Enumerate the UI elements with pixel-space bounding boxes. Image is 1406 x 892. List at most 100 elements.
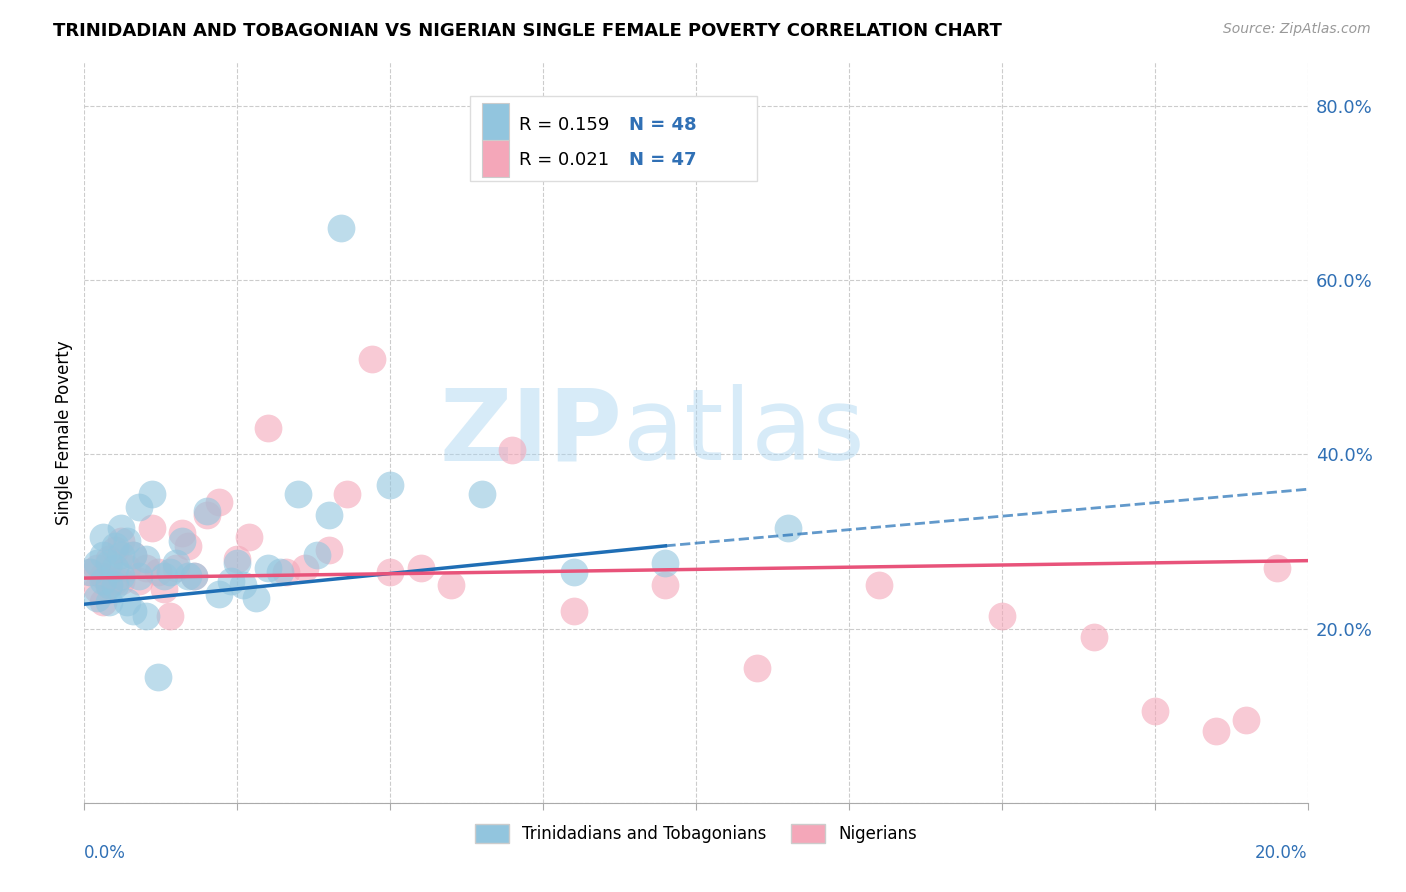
Point xyxy=(91,530,114,544)
Point xyxy=(654,556,676,570)
Point xyxy=(257,421,280,435)
Point xyxy=(747,661,769,675)
Point xyxy=(128,500,150,514)
Point xyxy=(104,539,127,553)
Text: R = 0.021: R = 0.021 xyxy=(519,152,609,169)
Point xyxy=(159,608,181,623)
Point xyxy=(1236,713,1258,727)
Point xyxy=(104,574,127,588)
Point xyxy=(115,534,138,549)
Point xyxy=(110,569,132,583)
Point xyxy=(318,508,340,523)
Point xyxy=(177,539,200,553)
Point xyxy=(141,521,163,535)
Text: N = 47: N = 47 xyxy=(628,152,696,169)
Point xyxy=(97,578,120,592)
Point xyxy=(1265,560,1288,574)
Point xyxy=(409,560,432,574)
Point xyxy=(159,565,181,579)
Text: 20.0%: 20.0% xyxy=(1256,844,1308,862)
Point xyxy=(1205,723,1227,738)
Point xyxy=(86,560,108,574)
Point xyxy=(91,569,114,583)
FancyBboxPatch shape xyxy=(470,95,758,181)
Point xyxy=(97,595,120,609)
Point xyxy=(110,548,132,562)
Point xyxy=(869,578,891,592)
Point xyxy=(330,221,353,235)
Point xyxy=(165,560,187,574)
Text: Source: ZipAtlas.com: Source: ZipAtlas.com xyxy=(1223,22,1371,37)
Point xyxy=(128,569,150,583)
Point xyxy=(471,486,494,500)
Point xyxy=(245,591,267,606)
Text: 0.0%: 0.0% xyxy=(84,844,127,862)
Point xyxy=(776,521,799,535)
Point xyxy=(294,560,316,574)
Point xyxy=(128,574,150,588)
Point xyxy=(440,578,463,592)
Point xyxy=(226,552,249,566)
Point xyxy=(1143,704,1166,718)
Point xyxy=(257,560,280,574)
Point xyxy=(238,530,260,544)
Point xyxy=(195,508,218,523)
Point xyxy=(122,548,145,562)
Point xyxy=(104,578,127,592)
Point xyxy=(115,595,138,609)
Point xyxy=(97,552,120,566)
Point xyxy=(79,565,101,579)
Point xyxy=(122,548,145,562)
Point xyxy=(135,608,157,623)
Point xyxy=(562,604,585,618)
Point xyxy=(360,351,382,366)
Point xyxy=(991,608,1014,623)
Point xyxy=(91,574,114,588)
Point xyxy=(318,543,340,558)
Point xyxy=(502,443,524,458)
Text: atlas: atlas xyxy=(623,384,865,481)
Text: N = 48: N = 48 xyxy=(628,117,696,135)
Point xyxy=(654,578,676,592)
Point xyxy=(122,604,145,618)
Point xyxy=(110,534,132,549)
Point xyxy=(219,574,242,588)
Point xyxy=(146,669,169,683)
Point xyxy=(135,560,157,574)
Point xyxy=(1083,630,1105,644)
FancyBboxPatch shape xyxy=(482,103,509,140)
Point xyxy=(86,556,108,570)
Point xyxy=(195,504,218,518)
Point xyxy=(146,565,169,579)
Point xyxy=(86,582,108,597)
Point xyxy=(336,486,359,500)
Point xyxy=(104,543,127,558)
Legend: Trinidadians and Tobagonians, Nigerians: Trinidadians and Tobagonians, Nigerians xyxy=(468,817,924,850)
Point xyxy=(97,556,120,570)
Point xyxy=(287,486,309,500)
Point xyxy=(97,578,120,592)
Point xyxy=(177,569,200,583)
Point xyxy=(91,595,114,609)
Point xyxy=(183,569,205,583)
Point xyxy=(115,560,138,574)
Point xyxy=(172,525,194,540)
Point xyxy=(208,587,231,601)
Point xyxy=(380,565,402,579)
Point xyxy=(110,521,132,535)
Point xyxy=(135,552,157,566)
Point xyxy=(269,565,291,579)
Point xyxy=(86,591,108,606)
Point xyxy=(153,569,176,583)
Point xyxy=(110,574,132,588)
Point xyxy=(183,569,205,583)
Text: ZIP: ZIP xyxy=(440,384,623,481)
Point xyxy=(141,486,163,500)
Point xyxy=(562,565,585,579)
Point xyxy=(172,534,194,549)
Y-axis label: Single Female Poverty: Single Female Poverty xyxy=(55,341,73,524)
Point xyxy=(276,565,298,579)
Text: TRINIDADIAN AND TOBAGONIAN VS NIGERIAN SINGLE FEMALE POVERTY CORRELATION CHART: TRINIDADIAN AND TOBAGONIAN VS NIGERIAN S… xyxy=(53,22,1002,40)
FancyBboxPatch shape xyxy=(482,140,509,178)
Point xyxy=(380,478,402,492)
